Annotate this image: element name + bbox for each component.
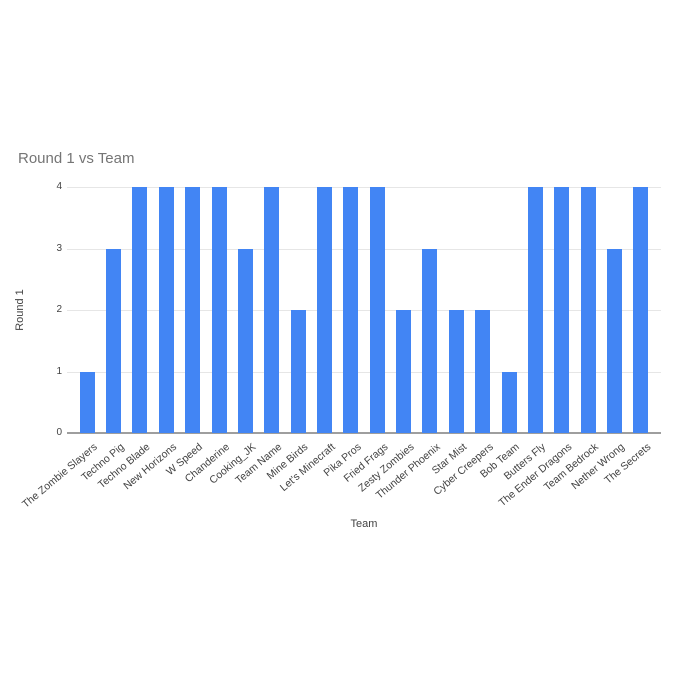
bar: [554, 187, 570, 433]
bar: [290, 310, 306, 433]
y-tick-label: 1: [56, 365, 62, 377]
y-axis-title: Round 1: [14, 289, 26, 331]
bar: [264, 187, 280, 433]
bar: [237, 248, 253, 433]
y-tick-label: 4: [56, 181, 62, 192]
gridline: [67, 371, 661, 373]
bar: [475, 310, 491, 433]
bar: [316, 187, 332, 433]
bar: [448, 310, 464, 433]
bar: [396, 310, 412, 433]
bar: [527, 187, 543, 433]
bar: [106, 248, 122, 433]
bar: [422, 248, 438, 433]
y-tick-label: 2: [56, 304, 62, 315]
bar: [158, 187, 174, 433]
bar: [343, 187, 359, 433]
bar: [606, 248, 622, 433]
y-tick-label: 0: [56, 427, 62, 438]
bar: [580, 187, 596, 433]
chart-title: Round 1 vs Team: [18, 150, 135, 167]
bar: [369, 187, 385, 433]
gridline: [67, 248, 661, 250]
bar: [501, 371, 517, 433]
bar: [132, 187, 148, 433]
x-axis-title: Team: [350, 518, 378, 530]
y-tick-label: 3: [56, 242, 62, 254]
gridline: [67, 187, 661, 188]
x-axis-line: [67, 432, 661, 434]
bar: [185, 187, 201, 433]
bar: [633, 187, 649, 433]
bar: [79, 371, 95, 433]
bar: [211, 187, 227, 433]
gridline: [67, 310, 661, 311]
